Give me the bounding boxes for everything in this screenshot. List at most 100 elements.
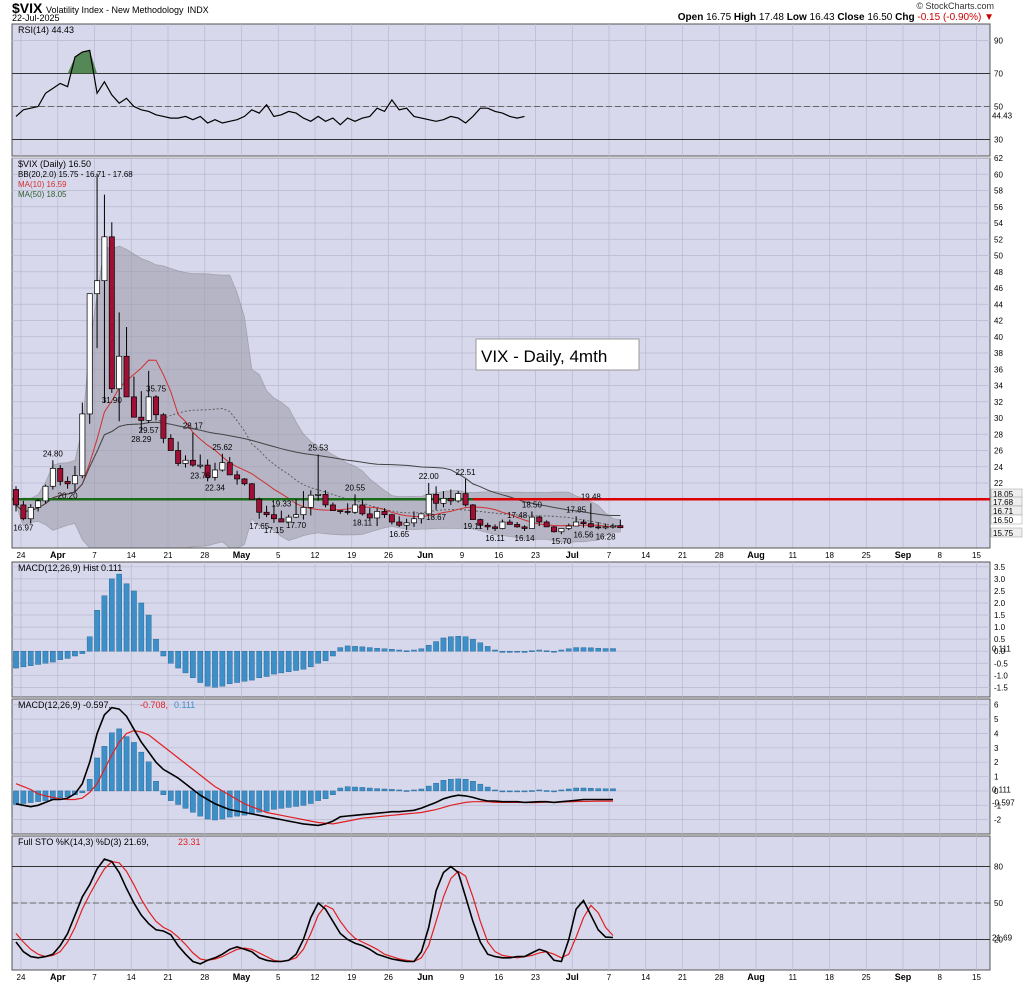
- histogram-bar: [79, 790, 86, 794]
- candle: [116, 355, 123, 390]
- histogram-bar: [234, 790, 240, 817]
- high-label: High: [733, 12, 757, 23]
- histogram-bar: [425, 644, 432, 652]
- histogram-bar: [448, 779, 454, 792]
- candle: [20, 504, 27, 520]
- histogram-bar: [94, 757, 100, 792]
- histogram-bar: [374, 648, 380, 652]
- price-annotation-label: 16.56: [573, 531, 594, 540]
- histogram-bar: [403, 650, 410, 652]
- candle: [418, 513, 425, 520]
- price-annotation-label: 18.11: [353, 519, 373, 528]
- histogram-bar: [529, 790, 535, 792]
- histogram-bar: [204, 650, 211, 687]
- histogram-bar: [418, 648, 425, 652]
- histogram-bar: [197, 650, 204, 683]
- rsi-overbought-fill: [67, 50, 98, 74]
- histogram-bar: [300, 650, 307, 670]
- histogram-bar: [558, 789, 565, 792]
- y-tick-label: 42: [994, 317, 1003, 326]
- x-tick-label: 9: [460, 973, 465, 982]
- candle: [403, 522, 410, 526]
- price-annotation-label: 18.67: [426, 513, 447, 522]
- annotation-box: [475, 338, 640, 371]
- y-tick-label: 30: [994, 414, 1003, 423]
- candle: [35, 500, 42, 508]
- macd-y-axis: [12, 704, 990, 820]
- candle: [381, 511, 388, 516]
- histogram-bar: [131, 590, 137, 652]
- price-annotation-label: 19.11: [463, 522, 483, 531]
- ohlc-summary: Open 16.75 High 17.48 Low 16.43 Close 16…: [678, 12, 994, 23]
- macd-hist-legend: MACD(12,26,9) Hist 0.111: [18, 563, 122, 573]
- rsi-panel: [11, 23, 991, 157]
- histogram-bar: [403, 790, 410, 792]
- candle: [271, 514, 277, 520]
- y-tick-label: 50: [994, 103, 1003, 112]
- histogram-bar: [588, 788, 594, 792]
- y-tick-label: 90: [994, 37, 1003, 46]
- high-value: 17.48: [758, 12, 784, 23]
- y-tick-label: 2.5: [994, 587, 1006, 596]
- chg-value: -0.15 (-0.90%): [917, 12, 982, 23]
- histogram-bar: [109, 732, 115, 792]
- x-tick-label: 15: [972, 551, 981, 560]
- x-tick-label: 28: [200, 973, 209, 982]
- candle: [153, 396, 159, 416]
- histogram-bar: [153, 781, 159, 792]
- x-tick-label: 12: [311, 551, 320, 560]
- histogram-bar: [153, 638, 159, 652]
- candle: [123, 355, 130, 398]
- candle: [543, 521, 550, 528]
- close-label: Close: [837, 12, 865, 23]
- histogram-bar: [521, 790, 528, 793]
- rsi-legend: RSI(14) 44.43: [18, 25, 74, 35]
- macd-legend: MACD(12,26,9) -0.597,: [18, 700, 111, 710]
- x-tick-label: 23: [531, 551, 540, 560]
- histogram-bar: [263, 650, 270, 677]
- candle: [197, 464, 204, 467]
- price-annotation-label: 16.65: [389, 530, 410, 539]
- price-last-box: [990, 514, 1023, 525]
- histogram-bar: [13, 650, 19, 669]
- price-annotation-label: 20.55: [345, 483, 366, 492]
- histogram-bar: [573, 787, 579, 792]
- price-last-label: 16.71: [993, 507, 1014, 516]
- macd-histogram: [13, 573, 616, 688]
- histogram-bar: [595, 648, 602, 652]
- histogram-bar: [381, 788, 388, 792]
- histogram-bar: [13, 790, 19, 805]
- candle: [344, 511, 351, 513]
- histogram-bar: [455, 636, 462, 652]
- x-tick-label: 25: [862, 551, 871, 560]
- histogram-bar: [35, 650, 41, 665]
- candle: [565, 525, 572, 529]
- candle: [57, 468, 64, 482]
- candle: [13, 489, 19, 506]
- y-tick-label: -0.5: [994, 659, 1008, 668]
- price-annotation-label: 24.80: [43, 449, 64, 458]
- histogram-bar: [212, 790, 218, 821]
- candle: [182, 459, 189, 464]
- candle: [204, 464, 211, 478]
- candle: [617, 525, 624, 529]
- candle: [602, 526, 609, 529]
- brand-logo: © StockCharts.com: [916, 1, 994, 11]
- vertical-gridlines: [20, 24, 977, 156]
- histogram-bar: [381, 648, 388, 652]
- histogram-bar: [389, 649, 395, 652]
- candle: [72, 475, 78, 485]
- x-tick-label: 26: [384, 551, 393, 560]
- candle: [175, 450, 182, 464]
- candle: [499, 521, 506, 529]
- x-tick-label: 16: [494, 551, 503, 560]
- candle: [558, 528, 565, 533]
- histogram-bar: [241, 790, 248, 816]
- candle: [447, 498, 454, 502]
- histogram-bar: [448, 636, 454, 652]
- histogram-bar: [226, 650, 233, 684]
- histogram-bar: [492, 789, 498, 792]
- histogram-bar: [514, 790, 520, 793]
- histogram-bar: [536, 649, 543, 652]
